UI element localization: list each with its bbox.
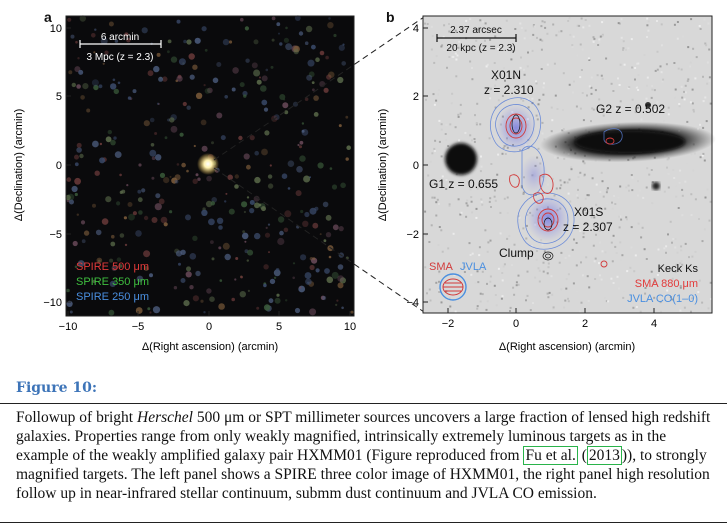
- panel-b-legend-sma: SMA 880 μm: [635, 278, 698, 290]
- zoom-line-top: [213, 16, 425, 161]
- citation-year-link[interactable]: 2013: [586, 446, 622, 465]
- panel-b-ticks: −2 0 2 4 4 2 0 −2 −4: [406, 23, 657, 330]
- panel-a: a 6 arcmin 3 Mpc (z = 2.3) SPIRE 500 μm …: [13, 9, 356, 353]
- panel-a-ticks: −10 −5 0 5 10 10 5 0 −5 −10: [43, 23, 356, 333]
- y-tick-label: 4: [413, 23, 419, 35]
- panel-b-scale-bottom: 20 kpc (z = 2.3): [446, 43, 515, 54]
- panel-b-xlabel: Δ(Right ascension) (arcmin): [499, 341, 635, 353]
- panel-a-sources: [65, 15, 354, 316]
- x-tick-label: 0: [206, 321, 212, 333]
- x-tick-label: 0: [513, 318, 519, 330]
- hxmm01-source: [197, 153, 219, 175]
- label-sma-beam: SMA: [429, 261, 454, 273]
- panel-b-letter: b: [386, 9, 395, 25]
- figure-caption: Followup of bright Herschel 500 μm or SP…: [16, 408, 716, 503]
- figure-label: Figure 10:: [16, 380, 98, 396]
- x-tick-label: −5: [132, 321, 145, 333]
- x-tick-label: 5: [276, 321, 282, 333]
- y-tick-label: 10: [50, 23, 62, 35]
- y-tick-label: 2: [413, 91, 419, 103]
- y-tick-label: −5: [49, 229, 62, 241]
- label-g1: G1 z = 0.655: [429, 177, 498, 191]
- beam-symbols: [439, 273, 467, 301]
- y-tick-label: −10: [43, 297, 62, 309]
- caption-text-4: )), to strongly magnified targets. The l…: [16, 447, 710, 502]
- label-clump: Clump: [499, 246, 534, 260]
- caption-italic-herschel: Herschel: [137, 409, 193, 426]
- panel-a-letter: a: [44, 9, 52, 25]
- x-tick-label: 10: [344, 321, 356, 333]
- y-tick-label: 5: [56, 91, 62, 103]
- label-g2: G2 z = 0.502: [596, 102, 665, 116]
- panel-a-legend-500: SPIRE 500 μm: [76, 261, 149, 273]
- label-x01n-z: z = 2.310: [484, 83, 534, 97]
- y-tick-label: 0: [413, 160, 419, 172]
- figure-10-image: a 6 arcmin 3 Mpc (z = 2.3) SPIRE 500 μm …: [13, 9, 716, 353]
- label-jvla-beam: JVLA: [460, 261, 487, 273]
- citation-author-link[interactable]: Fu et al.: [523, 446, 578, 465]
- caption-text-1: Followup of bright: [16, 409, 137, 426]
- y-tick-label: −2: [406, 229, 419, 241]
- panel-b-scale-top: 2.37 arcsec: [450, 25, 502, 36]
- caption-rule-bottom: [0, 522, 727, 523]
- galaxy-g1: [445, 143, 477, 175]
- panel-a-scale-bottom: 3 Mpc (z = 2.3): [87, 52, 154, 63]
- panel-a-legend-350: SPIRE 350 μm: [76, 276, 149, 288]
- panel-a-scale-top: 6 arcmin: [101, 32, 139, 43]
- y-tick-label: 0: [56, 160, 62, 172]
- zoom-line-bottom: [213, 167, 425, 313]
- x-tick-label: −2: [442, 318, 455, 330]
- panel-a-legend-250: SPIRE 250 μm: [76, 291, 149, 303]
- caption-text-3: (: [577, 447, 587, 464]
- panel-a-xlabel: Δ(Right ascension) (arcmin): [142, 341, 278, 353]
- panel-b-legend-jvla: JVLA CO(1–0): [627, 293, 698, 305]
- x-tick-label: 4: [651, 318, 657, 330]
- panel-b: b 2.37 arcsec 20 kpc (z = 2.3) X01N z = …: [377, 9, 716, 353]
- caption-text-2: 500 μm or SPT millimeter sources uncover…: [16, 409, 711, 464]
- y-tick-label: −4: [406, 297, 419, 309]
- panel-b-legend-keck: Keck Ks: [658, 263, 699, 275]
- label-x01s-name: X01S: [574, 205, 603, 219]
- x-tick-label: −10: [59, 321, 78, 333]
- panel-a-ylabel: Δ(Declination) (arcmin): [13, 109, 25, 221]
- label-x01n-name: X01N: [491, 68, 521, 82]
- x-tick-label: 2: [582, 318, 588, 330]
- caption-rule-top: [0, 403, 727, 404]
- label-x01s-z: z = 2.307: [563, 220, 613, 234]
- panel-b-ylabel: Δ(Declination) (arcmin): [377, 109, 389, 221]
